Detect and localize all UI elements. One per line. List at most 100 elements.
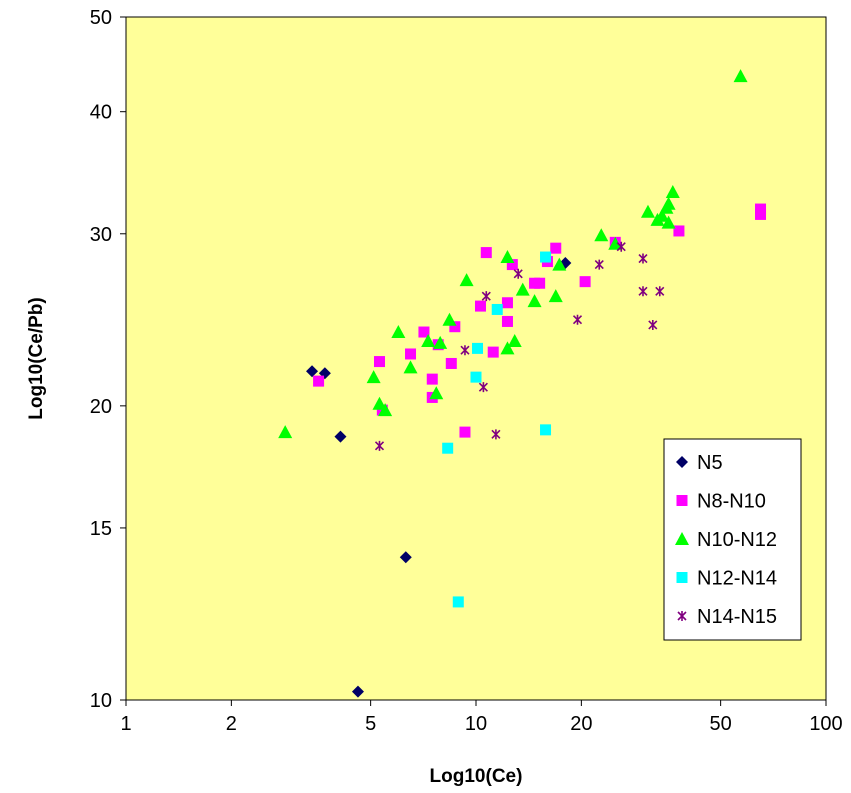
x-tick-label: 20 [570,713,592,735]
y-tick-label: 30 [90,224,112,246]
data-point [313,375,325,387]
data-point [661,196,676,210]
data-point [445,357,457,369]
data-point [661,215,676,229]
data-point [527,294,542,308]
data-point [640,204,655,218]
axis-tick-labels: 1 2 5 10 20 50 100 10 15 20 30 40 50 [90,7,843,735]
series-4 [442,251,552,608]
x-tick-label: 1 [120,713,131,735]
x-tick-label: 100 [809,713,842,735]
x-tick-label: 5 [365,713,376,735]
legend-label: N5 [697,452,723,474]
data-point [500,250,515,264]
data-point [534,277,546,289]
data-point [351,685,364,698]
data-point [579,276,591,288]
data-point [572,314,583,325]
legend-marker [676,572,688,583]
data-point [665,185,680,199]
legend-label: N14-N15 [697,606,777,628]
x-tick-label: 2 [226,713,237,735]
data-point [513,268,523,279]
y-tick-label: 20 [90,396,112,418]
data-point [655,286,665,297]
data-point [306,365,319,378]
data-point [403,360,418,374]
data-point [540,424,552,436]
data-point [442,312,457,326]
data-point [452,596,464,608]
data-point [507,334,522,348]
data-point [405,348,417,360]
data-point [594,259,604,270]
data-point [501,297,513,309]
data-point [648,319,658,330]
data-point [366,370,381,384]
x-axis-title: Log10(Ce) [430,766,523,787]
data-point [399,551,412,564]
legend-marker [675,532,689,545]
data-point [373,356,385,368]
data-point [608,236,623,250]
data-point [433,335,448,349]
data-point [487,346,499,358]
legend-marker [676,495,688,506]
legend-label: N8-N10 [697,491,766,513]
data-point [421,334,436,348]
data-point [459,273,474,287]
legend-label: N10-N12 [697,529,777,551]
data-point [472,342,484,354]
data-point [378,403,393,417]
data-points [278,69,767,698]
data-point [638,253,648,264]
data-point [733,69,748,83]
series-3 [278,69,748,439]
data-point [480,247,492,259]
legend-box [663,438,802,641]
data-point [459,426,471,438]
axis-ticks [120,16,827,706]
series-5 [374,241,665,451]
data-point [460,345,470,356]
data-point [552,257,567,271]
legend: N5 N8-N10 N10-N12 N12-N14 N14-N15 [663,438,802,641]
data-point [673,225,685,237]
data-point [478,382,488,393]
data-point [638,286,648,297]
data-point [501,315,513,327]
data-point [372,396,387,410]
data-point [449,321,461,333]
y-tick-label: 10 [90,690,112,712]
data-point [426,373,438,385]
data-point [429,386,444,400]
data-point [470,371,482,383]
data-point [474,300,486,312]
data-point [755,208,767,220]
data-point [515,282,530,296]
data-point [481,291,491,302]
x-tick-label: 50 [710,713,732,735]
data-point [418,326,430,338]
y-tick-label: 40 [90,102,112,124]
data-point [334,430,347,443]
legend-marker [676,456,688,468]
data-point [506,259,518,271]
data-point [594,228,609,242]
data-point [540,251,552,263]
data-point [655,208,670,222]
y-tick-label: 15 [90,518,112,540]
data-point [391,325,406,339]
x-tick-label: 10 [465,713,487,735]
legend-label: N12-N14 [697,568,777,590]
legend-marker [677,611,687,621]
data-point [616,241,626,252]
data-point [491,303,503,315]
data-point [500,341,515,355]
data-point [491,429,501,440]
y-tick-label: 50 [90,7,112,29]
data-point [278,425,293,439]
data-point [548,289,563,303]
data-point [374,440,385,451]
